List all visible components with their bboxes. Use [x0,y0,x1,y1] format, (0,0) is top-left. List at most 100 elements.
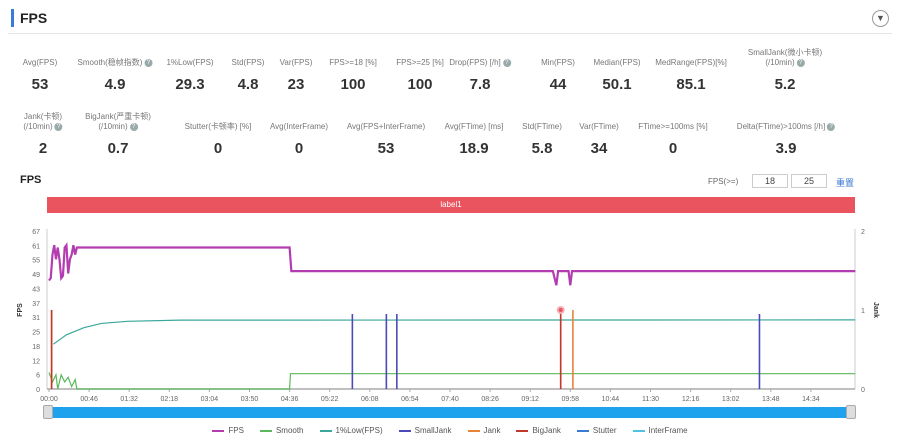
metric-label: Median(FPS) [593,58,641,67]
legend-item[interactable]: InterFrame [632,426,688,435]
x-tick-label: 03:04 [201,396,219,403]
threshold-18-input[interactable] [752,174,788,188]
help-icon[interactable]: ? [502,58,511,67]
metric-label: FTime>=100ms [%] [638,122,708,131]
metric-value: 3.9 [775,140,797,157]
metric-value: 85.1 [676,76,706,93]
metric-value: 53 [31,76,49,93]
chart-title: FPS [20,174,42,186]
x-tick-label: 04:36 [281,396,299,403]
metric-item: 1%Low(FPS) 29.3 [166,58,213,93]
metric-value: 0 [668,140,678,157]
series-smooth-line [48,372,856,390]
metric-label-unit: (/10min)? [748,58,822,68]
metric-value: 7.8 [469,76,491,93]
metric-value: 4.9 [104,76,126,93]
slider-handle-left[interactable] [43,405,53,419]
metric-label: Avg(FTime) [ms] [444,122,504,131]
metric-label: FPS>=18 [%] [329,58,377,67]
metric-label: Delta(FTime)>100ms [/h]? [737,122,836,132]
help-icon[interactable]: ? [129,122,138,131]
chevron-down-icon[interactable]: ▼ [872,10,889,27]
metric-label: Jank(卡顿) [23,112,63,121]
label-bar[interactable]: label1 [47,197,855,213]
legend-swatch [212,429,225,432]
legend-label: InterFrame [648,426,688,435]
series-fps-line [48,242,856,286]
legend-item[interactable]: Stutter [576,426,617,435]
metric-label: Var(FTime) [579,122,619,131]
metric-value: 53 [377,140,395,157]
metric-value: 18.9 [459,140,489,157]
legend-label: 1%Low(FPS) [335,426,383,435]
x-tick-label: 13:48 [762,396,780,403]
legend-item[interactable]: 1%Low(FPS) [319,426,383,435]
y-right-axis-title: Jank [872,302,879,318]
help-icon[interactable]: ? [144,58,153,67]
legend-item[interactable]: SmallJank [398,426,452,435]
legend-swatch [632,429,645,432]
metric-value: 29.3 [175,76,205,93]
legend-swatch [516,429,529,432]
bigjank-marker [556,306,565,314]
metric-item: BigJank(严重卡顿) (/10min)? 0.7 [85,112,151,157]
reset-button[interactable]: 重置 [836,178,855,188]
metric-label: BigJank(严重卡顿) [85,112,151,121]
time-range-slider[interactable] [47,407,855,418]
x-tick-label: 06:54 [401,396,419,403]
slider-handle-right[interactable] [846,405,856,419]
legend-item[interactable]: BigJank [516,426,561,435]
metric-item: Avg(FPS+InterFrame) 53 [347,122,425,157]
x-tick-label: 00:46 [80,396,98,403]
metric-item: Std(FTime) 5.8 [522,122,562,157]
legend-swatch [398,429,411,432]
metric-label: Avg(FPS) [22,58,58,67]
x-tick-label: 12:16 [682,396,700,403]
y-axis-title: FPS [17,303,24,317]
help-icon[interactable]: ? [54,122,63,131]
x-tick-label: 13:02 [722,396,740,403]
y-right-tick-label: 1 [861,308,865,315]
metric-item: SmallJank(微小卡顿) (/10min)? 5.2 [748,48,822,93]
legend-item[interactable]: Jank [467,426,500,435]
chart-legend: FPS Smooth 1%Low(FPS) SmallJank Jank BigJank S… [0,426,900,435]
x-tick-label: 06:08 [361,396,379,403]
x-tick-label: 11:30 [642,396,659,403]
metric-value: 0 [213,140,223,157]
threshold-25-input[interactable] [791,174,827,188]
legend-label: Smooth [275,426,304,435]
legend-label: Stutter [592,426,617,435]
metric-label: Std(FTime) [522,122,562,131]
legend-swatch [259,429,272,432]
metric-item: Stutter(卡顿率) [%] 0 [185,122,252,157]
y-right-tick-label: 2 [861,229,865,236]
metric-label: FPS>=25 [%] [396,58,444,67]
help-icon[interactable]: ? [796,58,805,67]
y-tick-label: 31 [32,315,40,322]
y-tick-label: 0 [36,387,40,394]
legend-swatch [467,429,480,432]
y-tick-label: 49 [32,272,40,279]
x-tick-label: 14:34 [802,396,820,403]
metric-value: 2 [38,140,48,157]
x-tick-label: 02:18 [161,396,179,403]
legend-item[interactable]: Smooth [259,426,304,435]
metric-item: FPS>=18 [%] 100 [329,58,377,93]
metric-item: Avg(FPS) 53 [23,58,58,93]
legend-label: FPS [228,426,244,435]
metric-item: Median(FPS) 50.1 [593,58,640,93]
legend-swatch [576,429,589,432]
legend-item[interactable]: FPS [212,426,244,435]
metric-label-unit: (/10min)? [23,122,63,132]
metric-item: Delta(FTime)>100ms [/h]? 3.9 [737,122,836,157]
legend-label: SmallJank [414,426,452,435]
y-tick-label: 55 [32,258,40,265]
metric-label: MedRange(FPS)[%] [655,58,727,67]
header-accent [11,9,14,27]
help-icon[interactable]: ? [827,122,836,131]
divider [8,33,892,34]
metric-item: Var(FPS) 23 [280,58,313,93]
metric-value: 100 [407,76,433,93]
legend-swatch [319,429,332,432]
